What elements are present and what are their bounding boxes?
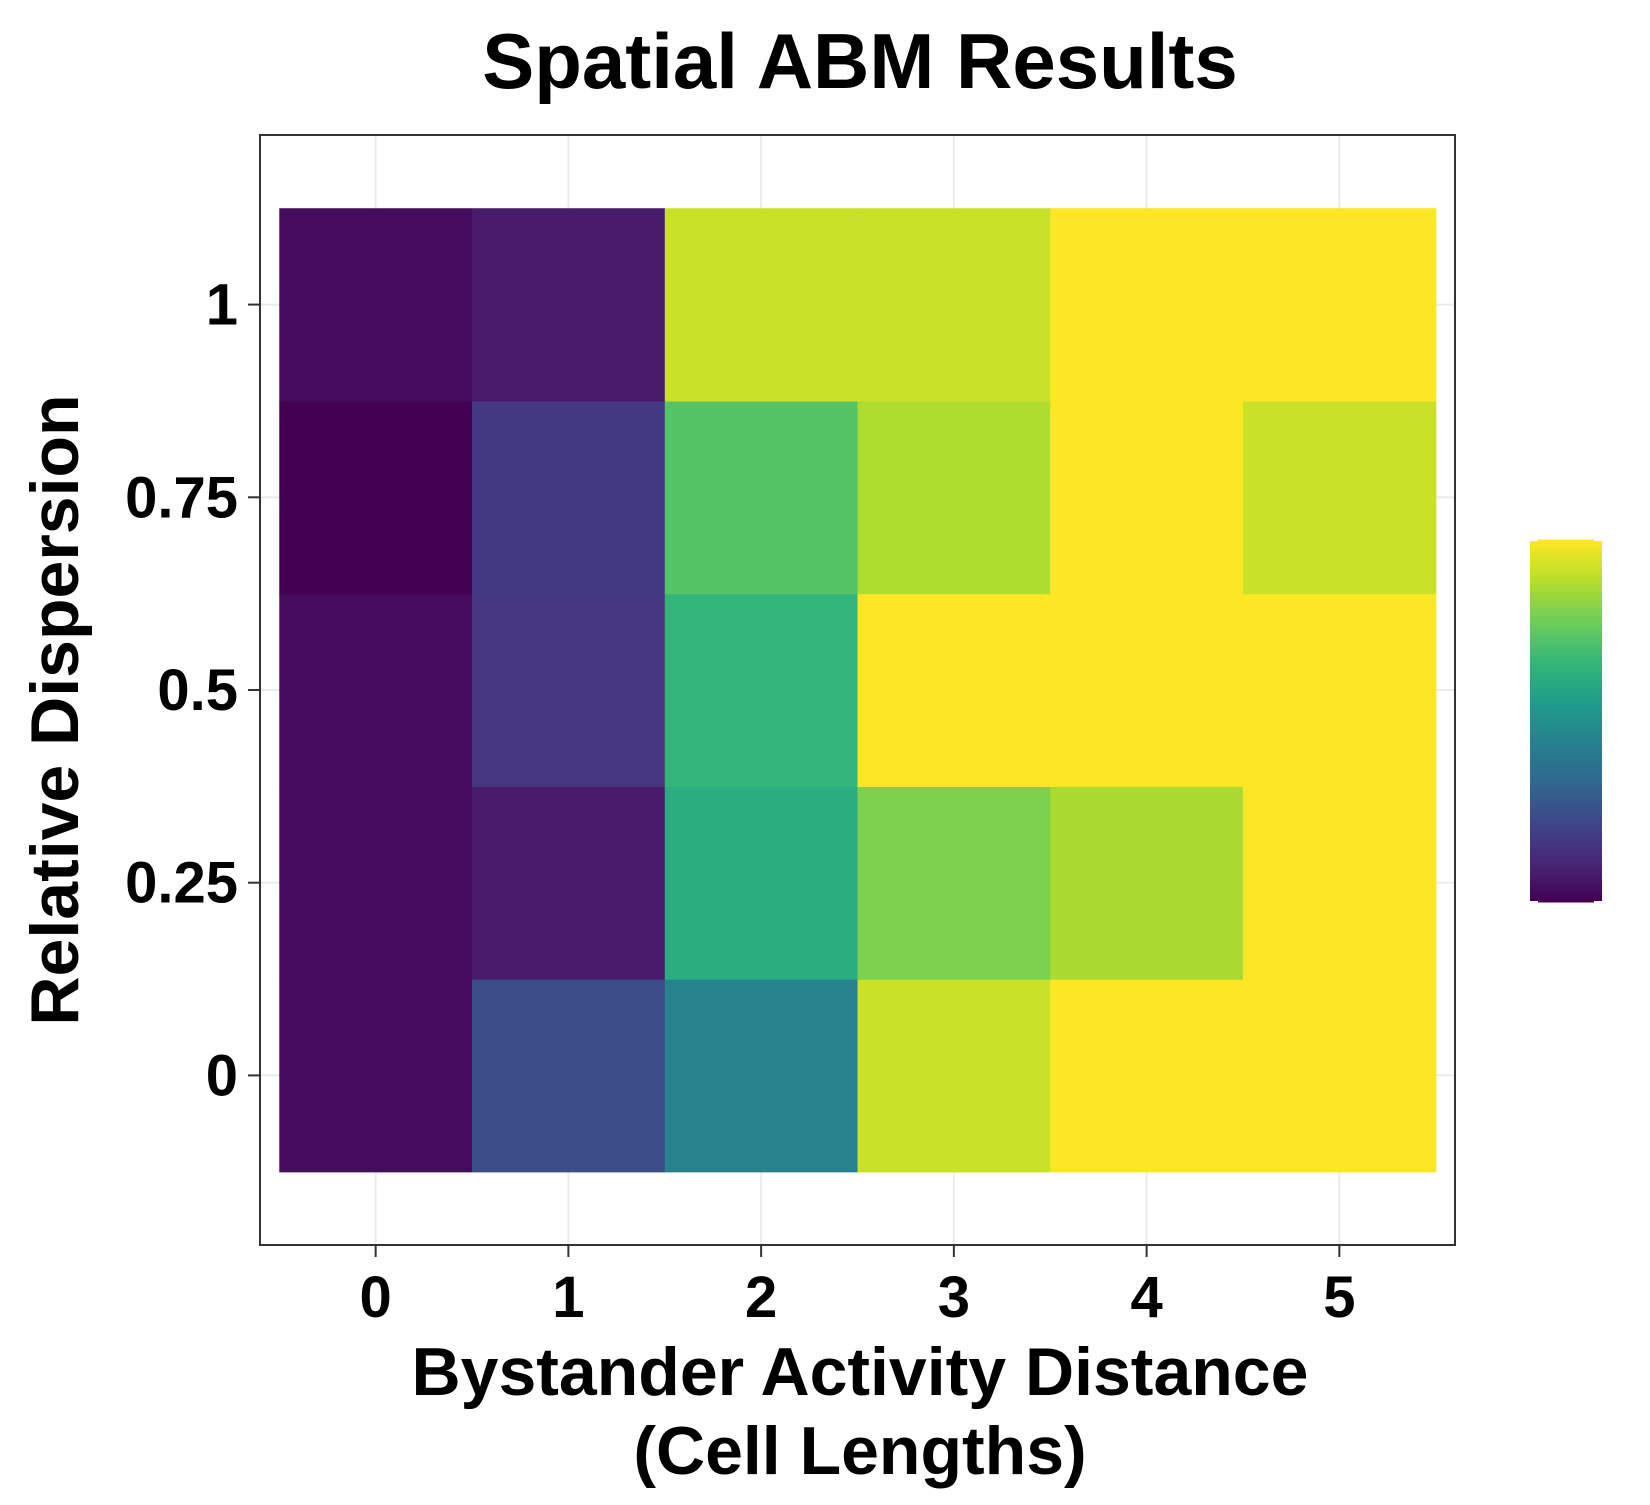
- heatmap-cell-r3-c3: [857, 400, 1051, 595]
- x-tick-label-4: 4: [1130, 1265, 1162, 1330]
- heatmap-cell-r4-c4: [1050, 208, 1244, 402]
- heatmap-cell-r4-c3: [857, 208, 1051, 402]
- heatmap-cell-r0-c4: [1050, 979, 1244, 1173]
- x-axis-label-line-1: Bystander Activity Distance: [412, 1334, 1309, 1410]
- heatmap-cell-r1-c0: [279, 786, 473, 980]
- heatmap-cell-r3-c2: [664, 400, 859, 595]
- heatmap-cell-r4-c5: [1242, 208, 1437, 402]
- x-tick-label-5: 5: [1323, 1265, 1355, 1330]
- heatmap-cell-r0-c1: [472, 979, 666, 1173]
- x-tick-label-0: 0: [360, 1265, 392, 1330]
- heatmap-cell-r3-c5: [1242, 400, 1437, 595]
- heatmap-cell-r4-c0: [279, 208, 473, 402]
- heatmap-cell-r4-c2: [664, 208, 859, 402]
- color-legend: [1530, 539, 1602, 903]
- heatmap-cell-r1-c2: [664, 786, 859, 980]
- heatmap-cell-r2-c1: [472, 593, 666, 787]
- heatmap-cell-r0-c0: [279, 979, 473, 1173]
- y-tick-label-0: 0: [206, 1043, 238, 1108]
- x-tick-label-3: 3: [938, 1265, 970, 1330]
- heatmap-cell-r0-c5: [1242, 979, 1437, 1173]
- heatmap-cells: [279, 208, 1437, 1173]
- heatmap-cell-r1-c1: [472, 786, 666, 980]
- y-axis-label: Relative Dispersion: [17, 394, 93, 1025]
- y-tick-label-4: 1: [206, 273, 238, 338]
- heatmap-cell-r2-c3: [857, 593, 1051, 787]
- heatmap-cell-r3-c1: [472, 400, 666, 595]
- y-tick-label-1: 0.25: [125, 851, 238, 916]
- y-tick-label-2: 0.5: [157, 658, 238, 723]
- heatmap-cell-r1-c4: [1050, 786, 1244, 980]
- x-axis-label-line-2: (Cell Lengths): [633, 1413, 1086, 1489]
- heatmap-cell-r1-c3: [857, 786, 1051, 980]
- heatmap-cell-r0-c3: [857, 979, 1051, 1173]
- x-tick-label-1: 1: [552, 1265, 584, 1330]
- heatmap-cell-r2-c4: [1050, 593, 1244, 787]
- heatmap-cell-r0-c2: [664, 979, 859, 1173]
- x-tick-label-2: 2: [745, 1265, 777, 1330]
- heatmap-cell-r1-c5: [1242, 786, 1437, 980]
- heatmap-cell-r2-c2: [664, 593, 859, 787]
- legend-colorbar: [1530, 541, 1602, 901]
- y-tick-label-3: 0.75: [125, 465, 238, 530]
- chart-title: Spatial ABM Results: [482, 17, 1238, 105]
- axes: 0 1 2 3 4 5 0 0.25 0.5 0.75 1: [125, 134, 1456, 1330]
- heatmap-cell-r3-c0: [279, 400, 473, 595]
- heatmap-cell-r4-c1: [472, 208, 666, 402]
- heatmap-cell-r2-c5: [1242, 593, 1437, 787]
- heatmap-cell-r2-c0: [279, 593, 473, 787]
- heatmap-cell-r3-c4: [1050, 400, 1244, 595]
